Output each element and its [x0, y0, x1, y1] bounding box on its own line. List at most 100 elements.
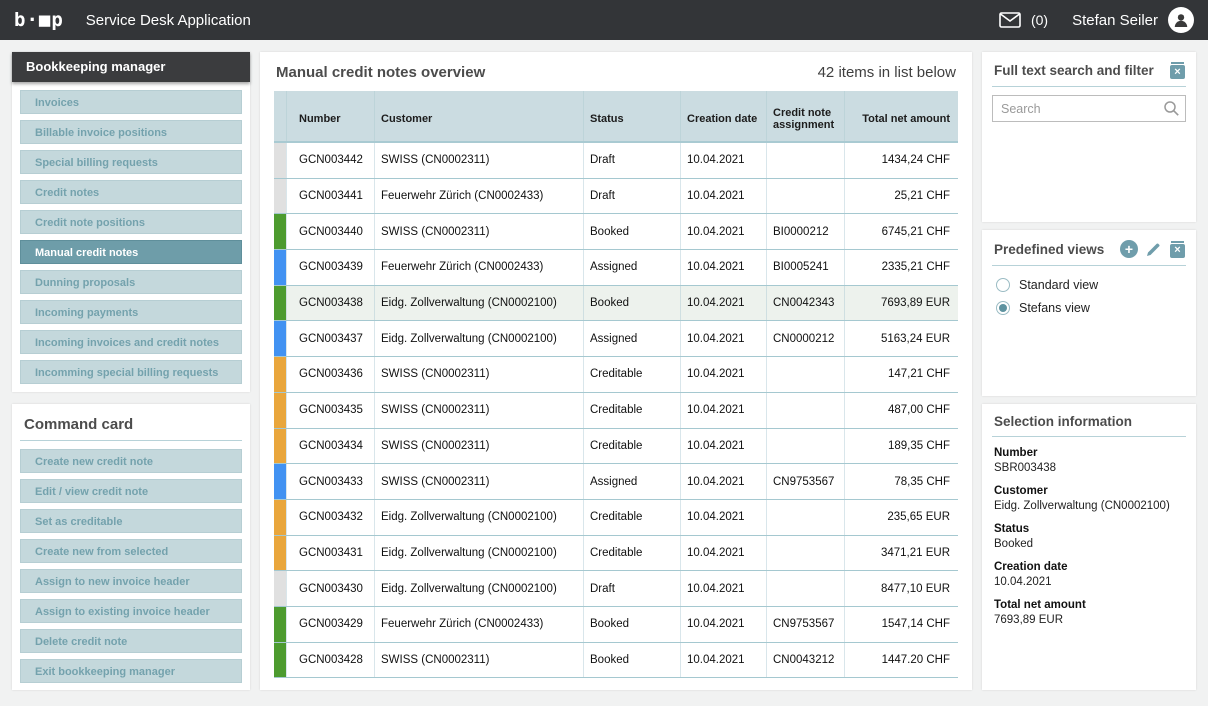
selection-field-value: Eidg. Zollverwaltung (CN0002100): [994, 500, 1170, 512]
sidebar-item-special-billing-requests[interactable]: Special billing requests: [20, 150, 242, 174]
sidebar-item-dunning-proposals[interactable]: Dunning proposals: [20, 270, 242, 294]
table-header-row: Number Customer Status Creation date Credit …: [274, 91, 958, 143]
selection-field-total-net-amount: Total net amount 7693,89 EUR: [994, 599, 1186, 626]
cell-status: Creditable: [583, 535, 680, 571]
selection-field-value: SBR003438: [994, 462, 1057, 474]
view-option-standard-view[interactable]: Standard view: [996, 278, 1186, 292]
cell-number: GCN003433: [286, 464, 374, 499]
predefined-views-panel: Predefined views + × Standard view Stefan…: [982, 230, 1196, 396]
table-row[interactable]: GCN003436 SWISS (CN0002311) Creditable 10.0…: [274, 357, 958, 393]
table-row[interactable]: GCN003432 Eidg. Zollverwaltung (CN0002100…: [274, 499, 958, 536]
delete-view-trash-icon[interactable]: ×: [1169, 240, 1186, 258]
cell-status: Draft: [583, 178, 680, 214]
sidebar-item-billable-invoice-positions[interactable]: Billable invoice positions: [20, 120, 242, 144]
table-row[interactable]: GCN003431 Eidg. Zollverwaltung (CN0002100…: [274, 535, 958, 572]
command-edit-view-credit-note[interactable]: Edit / view credit note: [20, 479, 242, 503]
cell-customer: Eidg. Zollverwaltung (CN0002100): [374, 285, 583, 321]
cell-customer: Eidg. Zollverwaltung (CN0002100): [374, 535, 583, 571]
selection-field-value: 7693,89 EUR: [994, 614, 1064, 626]
command-card-list: Create new credit note Edit / view credit…: [20, 449, 242, 683]
cell-total-net-amount: 487,00 CHF: [844, 392, 958, 428]
command-create-new-from-selected[interactable]: Create new from selected: [20, 539, 242, 563]
cell-number: GCN003432: [286, 499, 374, 535]
user-name: Stefan Seiler: [1072, 11, 1158, 29]
command-exit-bookkeeping-manager[interactable]: Exit bookkeeping manager: [20, 659, 242, 683]
edit-view-pencil-icon[interactable]: [1145, 241, 1162, 258]
status-color-bar: [274, 571, 286, 606]
selection-panel-title: Selection information: [994, 414, 1133, 429]
cell-number: GCN003428: [286, 642, 374, 678]
table-row[interactable]: GCN003435 SWISS (CN0002311) Creditable 10.0…: [274, 392, 958, 429]
cell-total-net-amount: 1447.20 CHF: [844, 642, 958, 678]
user-avatar-icon[interactable]: [1168, 7, 1194, 33]
cell-credit-note-assignment: CN0042343: [766, 285, 844, 321]
table-row[interactable]: GCN003430 Eidg. Zollverwaltung (CN0002100…: [274, 571, 958, 607]
selection-field-creation-date: Creation date 10.04.2021: [994, 561, 1186, 588]
table-row[interactable]: GCN003439 Feuerwehr Zürich (CN0002433) Ass…: [274, 250, 958, 286]
command-set-as-creditable[interactable]: Set as creditable: [20, 509, 242, 533]
cell-customer: Eidg. Zollverwaltung (CN0002100): [374, 499, 583, 535]
sidebar-item-incoming-payments[interactable]: Incoming payments: [20, 300, 242, 324]
table-row[interactable]: GCN003429 Feuerwehr Zürich (CN0002433) Boo…: [274, 606, 958, 643]
table-row[interactable]: GCN003442 SWISS (CN0002311) Draft 10.04.202…: [274, 143, 958, 179]
command-assign-to-new-invoice-header[interactable]: Assign to new invoice header: [20, 569, 242, 593]
sidebar-item-credit-note-positions[interactable]: Credit note positions: [20, 210, 242, 234]
cell-number: GCN003436: [286, 357, 374, 392]
table-row[interactable]: GCN003437 Eidg. Zollverwaltung (CN0002100…: [274, 321, 958, 358]
top-bar: b·■p Service Desk Application (0) Stefan…: [0, 0, 1208, 40]
selection-field-status: Status Booked: [994, 523, 1186, 550]
table-row[interactable]: GCN003434 SWISS (CN0002311) Creditable 10.0…: [274, 428, 958, 465]
cell-total-net-amount: 3471,21 EUR: [844, 535, 958, 571]
view-option-label: Stefans view: [1019, 301, 1090, 315]
sidebar-item-manual-credit-notes[interactable]: Manual credit notes: [20, 240, 242, 264]
table-row[interactable]: GCN003428 SWISS (CN0002311) Booked 10.04.20…: [274, 642, 958, 679]
command-assign-to-existing-invoice-header[interactable]: Assign to existing invoice header: [20, 599, 242, 623]
table-row[interactable]: GCN003433 SWISS (CN0002311) Assigned 10.04.…: [274, 464, 958, 500]
status-color-bar: [274, 285, 286, 321]
sidebar-nav-list: Invoices Billable invoice positions Specia…: [12, 82, 250, 384]
selection-field-customer: Customer Eidg. Zollverwaltung (CN0002100): [994, 485, 1186, 512]
sidebar-item-credit-notes[interactable]: Credit notes: [20, 180, 242, 204]
cell-total-net-amount: 147,21 CHF: [844, 357, 958, 392]
cell-customer: Feuerwehr Zürich (CN0002433): [374, 250, 583, 285]
sidebar-item-incomming-special-billing-requests[interactable]: Incomming special billing requests: [20, 360, 242, 384]
cell-number: GCN003439: [286, 250, 374, 285]
sidebar-item-invoices[interactable]: Invoices: [20, 90, 242, 114]
cell-number: GCN003434: [286, 428, 374, 464]
cell-creation-date: 10.04.2021: [680, 178, 766, 214]
views-panel-title: Predefined views: [994, 241, 1105, 257]
cell-credit-note-assignment: [766, 357, 844, 392]
radio-button[interactable]: [996, 278, 1010, 292]
command-delete-credit-note[interactable]: Delete credit note: [20, 629, 242, 653]
cell-creation-date: 10.04.2021: [680, 499, 766, 535]
selection-fields: Number SBR003438 Customer Eidg. Zollverwalt…: [992, 445, 1186, 626]
cell-creation-date: 10.04.2021: [680, 143, 766, 178]
sidebar-item-incoming-invoices-and-credit-notes[interactable]: Incoming invoices and credit notes: [20, 330, 242, 354]
cell-creation-date: 10.04.2021: [680, 285, 766, 321]
clear-search-trash-icon[interactable]: ×: [1169, 62, 1186, 79]
cell-customer: SWISS (CN0002311): [374, 357, 583, 392]
cell-customer: Eidg. Zollverwaltung (CN0002100): [374, 321, 583, 357]
selection-field-value: Booked: [994, 538, 1034, 550]
view-option-stefans-view[interactable]: Stefans view: [996, 301, 1186, 315]
sidebar-title: Bookkeeping manager: [12, 52, 250, 82]
cell-number: GCN003441: [286, 178, 374, 214]
search-panel-title: Full text search and filter: [994, 63, 1154, 78]
radio-button[interactable]: [996, 301, 1010, 315]
cell-number: GCN003431: [286, 535, 374, 571]
selection-field-label: Customer: [994, 485, 1048, 497]
cell-total-net-amount: 78,35 CHF: [844, 464, 958, 499]
mail-icon[interactable]: [999, 12, 1021, 28]
cell-creation-date: 10.04.2021: [680, 535, 766, 571]
search-input[interactable]: [992, 95, 1186, 122]
cell-creation-date: 10.04.2021: [680, 250, 766, 285]
command-create-new-credit-note[interactable]: Create new credit note: [20, 449, 242, 473]
status-color-bar: [274, 214, 286, 250]
cell-total-net-amount: 5163,24 EUR: [844, 321, 958, 357]
add-view-icon[interactable]: +: [1120, 240, 1138, 258]
table-row[interactable]: GCN003440 SWISS (CN0002311) Booked 10.04.20…: [274, 214, 958, 251]
table-row[interactable]: GCN003441 Feuerwehr Zürich (CN0002433) Dra…: [274, 178, 958, 215]
status-color-bar: [274, 499, 286, 535]
table-row[interactable]: GCN003438 Eidg. Zollverwaltung (CN0002100…: [274, 285, 958, 322]
views-list: Standard view Stefans view: [992, 274, 1186, 315]
